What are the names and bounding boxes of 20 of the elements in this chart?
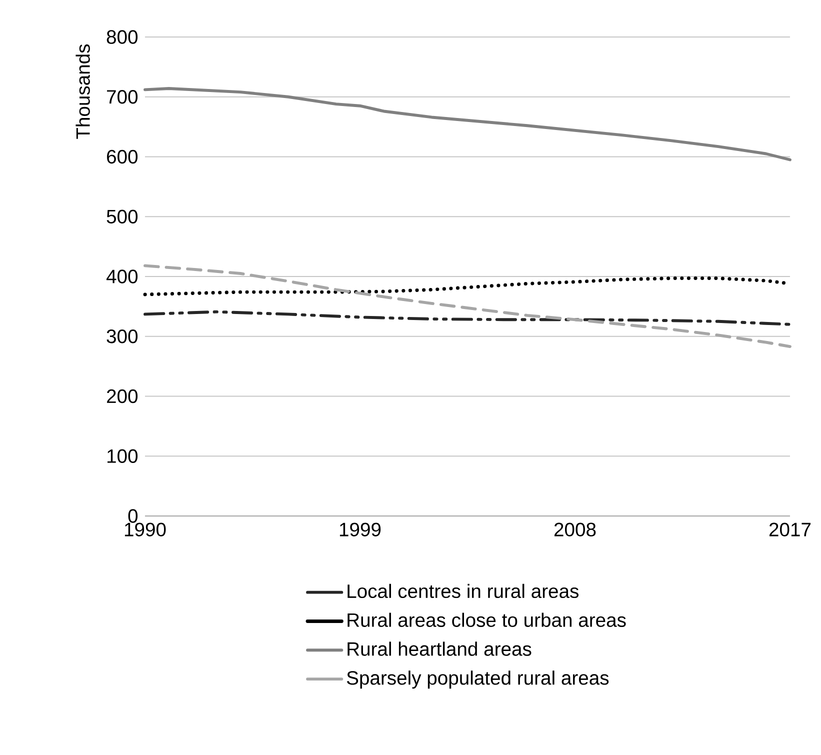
y-tick-label: 200 xyxy=(107,389,138,404)
x-tick-label: 1999 xyxy=(340,522,381,536)
line-series xyxy=(144,310,792,326)
y-tick-label: 300 xyxy=(106,330,138,344)
y-axis-title: Thousands xyxy=(76,44,90,139)
y-tick-label: 600 xyxy=(107,150,138,164)
y-tick-label: 500 xyxy=(106,210,138,224)
line-series xyxy=(144,264,792,348)
legend-label: Local centres in rural areas xyxy=(348,584,579,598)
x-tick-label: 2008 xyxy=(554,522,596,536)
legend-label: Rural areas close to urban areas xyxy=(348,612,626,627)
x-tick-label: 2017 xyxy=(769,522,811,536)
y-tick-label: 0 xyxy=(128,509,138,523)
y-tick-label: 100 xyxy=(108,449,138,463)
y-tick-label: 700 xyxy=(107,90,138,104)
legend-label: Sparsely populated rural areas xyxy=(346,670,609,689)
y-tick-label: 400 xyxy=(106,270,138,284)
y-tick-label: 800 xyxy=(106,30,138,44)
legend-label: Rural heartland areas xyxy=(348,642,532,656)
x-tick-label: 1990 xyxy=(124,522,166,536)
